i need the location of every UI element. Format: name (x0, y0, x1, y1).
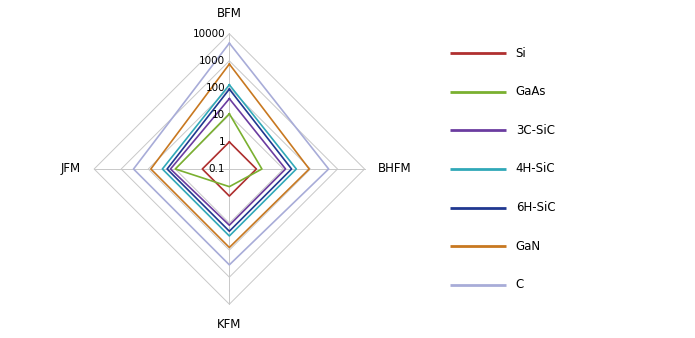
Text: Si: Si (516, 47, 526, 60)
Text: JFM: JFM (60, 163, 81, 175)
Text: GaN: GaN (516, 240, 541, 252)
Text: 6H-SiC: 6H-SiC (516, 201, 555, 214)
Text: 0.1: 0.1 (208, 164, 225, 174)
Text: 4H-SiC: 4H-SiC (516, 163, 555, 175)
Text: 1: 1 (219, 137, 225, 147)
Text: BFM: BFM (217, 7, 242, 20)
Text: 10000: 10000 (193, 29, 225, 39)
Text: 1000: 1000 (199, 56, 225, 66)
Text: BHFM: BHFM (378, 163, 411, 175)
Text: KFM: KFM (217, 318, 242, 331)
Text: C: C (516, 278, 524, 291)
Text: 100: 100 (206, 83, 225, 93)
Text: 3C-SiC: 3C-SiC (516, 124, 555, 137)
Text: GaAs: GaAs (516, 86, 546, 98)
Text: 10: 10 (212, 110, 225, 120)
